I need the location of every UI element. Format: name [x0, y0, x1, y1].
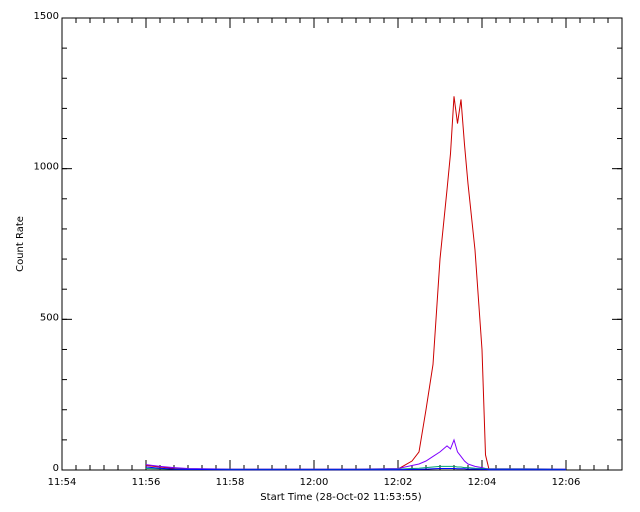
series-line	[145, 466, 566, 471]
x-axis-label: Start Time (28-Oct-02 11:53:55)	[260, 492, 421, 503]
plot-frame	[61, 17, 623, 471]
y-tick-label: 0	[53, 463, 59, 474]
x-tick-label: 12:00	[300, 477, 329, 488]
series-line	[145, 438, 567, 470]
x-tick-label: 11:54	[48, 477, 77, 488]
x-tick-label: 11:58	[216, 477, 245, 488]
y-tick-label: 500	[40, 312, 59, 323]
x-tick-label: 11:56	[132, 477, 161, 488]
x-tick-label: 12:02	[384, 477, 413, 488]
y-tick-label: 1000	[34, 162, 59, 173]
y-axis-label: Count Rate	[15, 216, 26, 272]
x-tick-label: 12:06	[552, 477, 581, 488]
series-line	[145, 96, 566, 470]
x-tick-label: 12:04	[468, 477, 497, 488]
y-tick-label: 1500	[34, 11, 59, 22]
